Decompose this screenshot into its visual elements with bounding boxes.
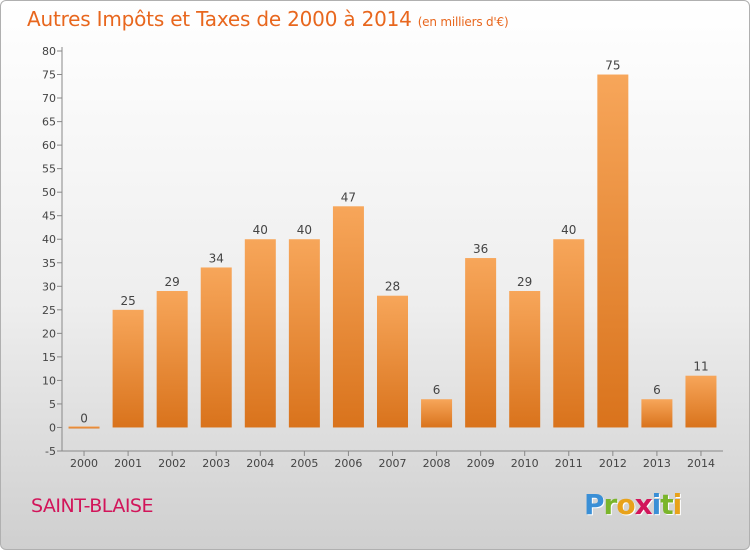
x-tick-label-2008: 2008 [423, 457, 451, 470]
y-tick-label: 70 [42, 92, 56, 105]
bar-2004 [244, 239, 276, 428]
data-label-2006: 47 [341, 190, 356, 204]
data-label-2003: 34 [209, 251, 224, 265]
x-tick-label-2009: 2009 [467, 457, 495, 470]
data-label-2007: 28 [385, 280, 400, 294]
data-label-2010: 29 [517, 275, 532, 289]
y-tick-label: 5 [49, 398, 56, 411]
bar-2008 [421, 399, 453, 428]
y-tick-label: 10 [42, 374, 56, 387]
y-tick-label: 60 [42, 139, 56, 152]
x-tick-label-2014: 2014 [687, 457, 715, 470]
y-tick-label: 40 [42, 233, 56, 246]
x-tick-label-2013: 2013 [643, 457, 671, 470]
chart-title: Autres Impôts et Taxes de 2000 à 2014 (en… [27, 7, 509, 31]
commune-name: SAINT-BLAISE [31, 495, 154, 517]
chart-unit: (en milliers d'€) [417, 15, 509, 29]
data-label-2012: 75 [605, 59, 620, 73]
x-tick-label-2002: 2002 [158, 457, 186, 470]
bar-2002 [156, 291, 188, 428]
bar-2000 [68, 426, 100, 429]
data-label-2001: 25 [120, 294, 135, 308]
bar-2010 [509, 291, 541, 428]
y-tick-label: 0 [49, 421, 56, 434]
proxiti-logo: Proxiti [584, 488, 682, 521]
y-tick-label: 45 [42, 210, 56, 223]
y-tick-label: 30 [42, 280, 56, 293]
y-tick-label: 15 [42, 351, 56, 364]
data-label-2009: 36 [473, 242, 488, 256]
bar-2012 [597, 74, 629, 428]
bar-2006 [332, 206, 364, 428]
y-tick-label: -5 [45, 445, 56, 458]
data-label-2008: 6 [433, 383, 441, 397]
x-tick-label-2004: 2004 [246, 457, 274, 470]
y-tick-label: 25 [42, 304, 56, 317]
x-tick-label-2007: 2007 [379, 457, 407, 470]
data-label-2004: 40 [253, 223, 268, 237]
y-tick-label: 50 [42, 186, 56, 199]
x-tick-label-2011: 2011 [555, 457, 583, 470]
bar-2001 [112, 309, 144, 428]
y-tick-label: 75 [42, 69, 56, 82]
bar-2003 [200, 267, 232, 428]
bar-2011 [553, 239, 585, 428]
data-label-2002: 29 [165, 275, 180, 289]
bar-2005 [288, 239, 320, 428]
x-tick-label-2006: 2006 [334, 457, 362, 470]
data-label-2013: 6 [653, 383, 661, 397]
bar-2009 [465, 258, 497, 428]
y-tick-label: 65 [42, 116, 56, 129]
bar-2007 [377, 295, 408, 428]
bar-2014 [685, 375, 717, 428]
data-label-2000: 0 [80, 411, 88, 425]
y-tick-label: 20 [42, 327, 56, 340]
x-tick-label-2001: 2001 [114, 457, 142, 470]
x-tick-label-2003: 2003 [202, 457, 230, 470]
y-tick-label: 55 [42, 163, 56, 176]
data-label-2005: 40 [297, 223, 312, 237]
data-label-2014: 11 [693, 360, 708, 374]
y-tick-label: 35 [42, 257, 56, 270]
x-tick-label-2010: 2010 [511, 457, 539, 470]
data-label-2011: 40 [561, 223, 576, 237]
y-tick-label: 80 [42, 45, 56, 58]
x-tick-label-2012: 2012 [599, 457, 627, 470]
bar-2013 [641, 399, 673, 428]
x-tick-label-2000: 2000 [70, 457, 98, 470]
chart-title-text: Autres Impôts et Taxes de 2000 à 2014 [27, 7, 412, 31]
x-tick-label-2005: 2005 [290, 457, 318, 470]
